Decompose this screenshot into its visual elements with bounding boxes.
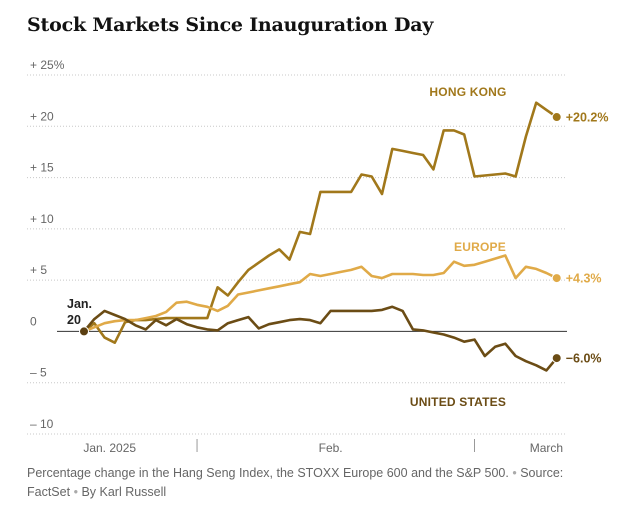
end-value-label: −6.0%	[566, 352, 602, 366]
series-name-label: UNITED STATES	[410, 395, 506, 409]
start-dot	[79, 326, 89, 337]
series-line-europe	[82, 254, 559, 333]
x-axis: Jan. 2025 Feb. March	[83, 439, 563, 455]
y-tick-label: + 15	[30, 161, 54, 175]
end-dot	[551, 273, 562, 284]
series-name-label: EUROPE	[454, 240, 506, 254]
series-line-hong-kong	[82, 101, 559, 345]
caption-byline: By Karl Russell	[81, 485, 167, 499]
y-tick-label: – 5	[30, 366, 47, 380]
series-labels: Jan. 20 +20.2% HONG KONG +4.3% EUROPE −6.0% UNI…	[67, 85, 608, 409]
caption-separator: •	[73, 485, 78, 499]
caption-source: Source: FactSet	[27, 466, 564, 499]
chart-caption: Percentage change in the Hang Seng Index…	[27, 464, 587, 502]
x-tick-label: Feb.	[319, 441, 343, 455]
y-tick-label: + 10	[30, 212, 54, 226]
start-label-line2: 20	[67, 313, 81, 327]
series-line-united-states	[82, 305, 559, 372]
x-tick-label: Jan. 2025	[83, 441, 136, 455]
line-chart: + 25% + 20 + 15 + 10 + 5 0 – 5 – 10 Jan. 2025 Fe…	[27, 58, 608, 455]
end-dot	[551, 353, 562, 364]
y-tick-label: + 20	[30, 109, 54, 123]
end-dot	[551, 112, 562, 123]
start-label-line1: Jan.	[67, 297, 92, 311]
series-name-label: HONG KONG	[429, 85, 506, 99]
y-tick-label: + 25%	[30, 58, 65, 72]
grid-lines	[27, 74, 567, 435]
chart-title: Stock Markets Since Inauguration Day	[27, 14, 434, 36]
end-value-label: +4.3%	[566, 272, 602, 286]
y-tick-label: 0	[30, 314, 37, 328]
y-tick-label: – 10	[30, 417, 54, 431]
x-tick-label: March	[530, 441, 563, 455]
y-tick-label: + 5	[30, 263, 47, 277]
end-value-label: +20.2%	[566, 111, 609, 125]
caption-text: Percentage change in the Hang Seng Index…	[27, 466, 509, 480]
y-axis-labels: + 25% + 20 + 15 + 10 + 5 0 – 5 – 10	[30, 58, 65, 431]
series-lines	[82, 101, 559, 372]
caption-separator: •	[512, 466, 517, 480]
